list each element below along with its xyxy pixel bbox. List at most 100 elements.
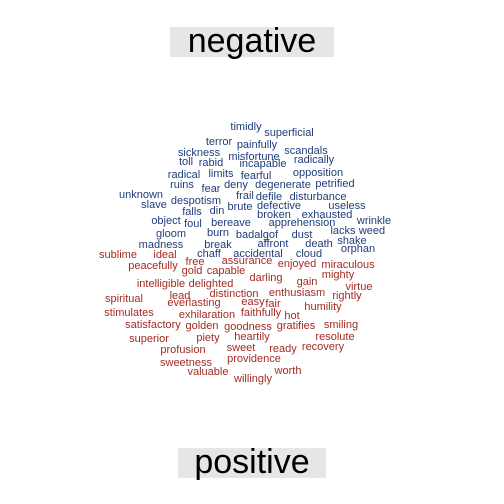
word-positive-ideal: ideal: [153, 249, 176, 261]
word-positive-golden: golden: [185, 320, 218, 332]
word-positive-rightly: rightly: [332, 290, 362, 302]
word-negative-incapable: incapable: [239, 158, 286, 170]
word-positive-superior: superior: [129, 333, 169, 345]
group-label-negative: negative: [170, 24, 334, 58]
word-negative-object: object: [151, 215, 180, 227]
word-negative-sickness: sickness: [178, 147, 221, 159]
word-positive-satisfactory: satisfactory: [125, 319, 181, 331]
word-positive-gain: gain: [297, 276, 318, 288]
word-positive-enthusiasm: enthusiasm: [269, 287, 325, 299]
word-positive-faithfully: faithfully: [241, 307, 282, 319]
word-negative-din: din: [210, 205, 225, 217]
word-negative-gloom: gloom: [156, 228, 186, 240]
word-positive-capable: capable: [207, 265, 246, 277]
word-negative-scandals: scandals: [284, 145, 328, 157]
word-negative-weed: weed: [358, 225, 385, 237]
word-positive-piety: piety: [196, 332, 220, 344]
word-positive-fair: fair: [265, 298, 281, 310]
word-negative-limits: limits: [208, 168, 234, 180]
word-negative-chaff: chaff: [197, 248, 222, 260]
word-negative-degenerate: degenerate: [255, 179, 311, 191]
word-negative-badalgof: badalgof: [236, 229, 279, 241]
word-negative-madness: madness: [139, 239, 184, 251]
word-negative-falls: falls: [182, 206, 202, 218]
word-positive-willingly: willingly: [233, 373, 272, 385]
word-negative-foul: foul: [184, 218, 202, 230]
word-positive-gratifies: gratifies: [277, 320, 316, 332]
word-negative-painfully: painfully: [237, 139, 278, 151]
word-negative-petrified: petrified: [315, 178, 354, 190]
word-negative-opposition: opposition: [293, 167, 343, 179]
word-positive-stimulates: stimulates: [104, 307, 154, 319]
word-negative-brute: brute: [227, 201, 252, 213]
word-negative-ruins: ruins: [170, 179, 194, 191]
word-negative-exhausted: exhausted: [302, 209, 353, 221]
word-negative-broken: broken: [257, 209, 291, 221]
word-negative-break: break: [204, 239, 232, 251]
word-positive-gold: gold: [182, 265, 203, 277]
word-negative-affront: affront: [258, 238, 289, 250]
word-positive-humility: humility: [304, 301, 342, 313]
word-positive-resolute: resolute: [315, 331, 354, 343]
group-label-positive: positive: [178, 445, 326, 479]
word-negative-accidental: accidental: [233, 248, 283, 260]
word-negative-wrinkle: wrinkle: [356, 215, 391, 227]
word-negative-superficial: superficial: [264, 127, 314, 139]
word-negative-burn: burn: [207, 227, 229, 239]
word-negative-timidly: timidly: [230, 121, 262, 133]
word-negative-death: death: [305, 238, 333, 250]
word-negative-lacks: lacks: [330, 225, 356, 237]
word-negative-terror: terror: [206, 136, 233, 148]
word-positive-darling: darling: [249, 272, 282, 284]
word-positive-peacefully: peacefully: [128, 260, 178, 272]
word-negative-shake: shake: [337, 235, 366, 247]
word-negative-radically: radically: [294, 154, 335, 166]
word-positive-hot: hot: [284, 310, 299, 322]
word-negative-misfortune: misfortune: [228, 151, 279, 163]
word-positive-heartily: heartily: [234, 331, 270, 343]
word-negative-fear: fear: [202, 183, 221, 195]
word-negative-bereave: bereave: [211, 217, 251, 229]
word-negative-defective: defective: [257, 200, 301, 212]
word-negative-orphan: orphan: [341, 243, 375, 255]
word-positive-enjoyed: enjoyed: [278, 258, 317, 270]
word-negative-disturbance: disturbance: [290, 191, 347, 203]
word-positive-providence: providence: [227, 353, 281, 365]
word-positive-easy: easy: [241, 296, 265, 308]
word-positive-goodness: goodness: [224, 321, 272, 333]
word-negative-defile: defile: [256, 191, 282, 203]
word-positive-distinction: distinction: [210, 288, 259, 300]
word-negative-deny: deny: [224, 179, 248, 191]
word-positive-lead: lead: [170, 290, 191, 302]
word-positive-recovery: recovery: [302, 341, 345, 353]
word-positive-valuable: valuable: [188, 366, 229, 378]
word-negative-fearful: fearful: [241, 170, 272, 182]
word-positive-intelligible: intelligible: [137, 278, 185, 290]
word-positive-ready: ready: [269, 343, 297, 355]
word-positive-miraculous: miraculous: [321, 259, 375, 271]
word-positive-profusion: profusion: [160, 344, 205, 356]
word-positive-mighty: mighty: [322, 269, 355, 281]
word-negative-radical: radical: [168, 169, 200, 181]
word-negative-dust: dust: [292, 229, 313, 241]
word-positive-worth: worth: [274, 365, 302, 377]
word-negative-slave: slave: [141, 199, 167, 211]
word-positive-sublime: sublime: [99, 249, 137, 261]
word-positive-sweet: sweet: [227, 342, 256, 354]
word-negative-toll: toll: [179, 156, 193, 168]
word-positive-assurance: assurance: [222, 255, 273, 267]
word-positive-virtue: virtue: [346, 281, 373, 293]
word-positive-delighted: delighted: [189, 278, 234, 290]
word-negative-frail: frail: [236, 190, 254, 202]
word-positive-exhilaration: exhilaration: [179, 309, 235, 321]
word-negative-rabid: rabid: [199, 157, 223, 169]
word-positive-everlasting: everlasting: [167, 297, 220, 309]
word-negative-despotism: despotism: [171, 195, 221, 207]
word-negative-cloud: cloud: [296, 248, 322, 260]
word-negative-useless: useless: [328, 200, 366, 212]
word-negative-apprehension: apprehension: [269, 217, 336, 229]
word-positive-spiritual: spiritual: [105, 293, 143, 305]
word-positive-smiling: smiling: [324, 319, 358, 331]
